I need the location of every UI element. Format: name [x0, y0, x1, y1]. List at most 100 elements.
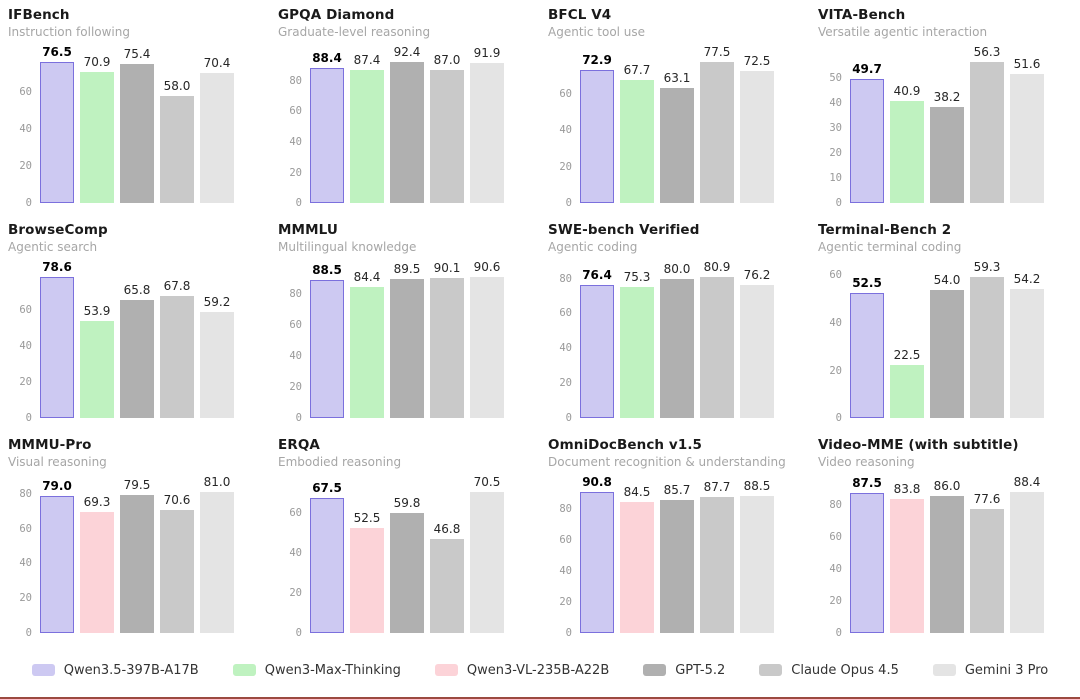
bar-gpt-5-2 [390, 513, 424, 633]
bar-gemini-3-pro [200, 492, 234, 633]
bar-gpt-5-2 [660, 499, 694, 633]
y-tick-label: 20 [289, 166, 302, 179]
bar-value-label: 52.5 [353, 511, 381, 525]
bottom-edge-strip [0, 697, 1080, 699]
bar-value-label: 72.5 [743, 54, 771, 69]
chart-subtitle: Visual reasoning [8, 455, 107, 469]
benchmark-chart-panel: VITA-Bench Versatile agentic interaction… [810, 0, 1080, 215]
legend-color-swatch [434, 664, 458, 676]
bar-claude-opus-4-5 [700, 276, 734, 418]
bar-value-label: 53.9 [83, 304, 111, 319]
bar-gpt-5-2 [390, 62, 424, 203]
bar-qwen3-5-397b-a17b [310, 280, 344, 418]
bar-gpt-5-2 [120, 64, 154, 203]
chart-title: OmniDocBench v1.5 [548, 437, 703, 453]
bar-value-label: 76.2 [743, 268, 771, 283]
bar-value-label: 88.5 [312, 263, 342, 278]
bar-value-label: 86.0 [933, 478, 961, 493]
bar-value-label: 78.6 [42, 260, 72, 274]
bar-value-label: 59.3 [973, 260, 1001, 275]
bar-gpt-5-2 [660, 88, 694, 203]
chart-subtitle: Graduate-level reasoning [278, 25, 431, 39]
bar-value-label: 88.5 [743, 478, 771, 493]
y-tick-label: 40 [829, 96, 842, 109]
y-tick-label: 0 [565, 627, 572, 639]
y-tick-label: 0 [835, 197, 842, 209]
y-tick-label: 0 [25, 412, 32, 424]
legend-label: Qwen3-Max-Thinking [264, 662, 401, 678]
chart-plot-area: 0 20 40 60 76.5 70.9 75.4 58.0 70.4 [8, 45, 266, 209]
y-tick-label: 80 [289, 74, 302, 87]
y-tick-label: 30 [829, 121, 842, 134]
bar-value-label: 83.8 [893, 482, 921, 497]
bar-claude-opus-4-5 [160, 96, 194, 203]
chart-title: IFBench [8, 7, 70, 23]
chart-plot-area: 0 20 40 60 72.9 67.7 63.1 77.5 72.5 [548, 45, 806, 209]
legend-item: Qwen3.5-397B-A17B [31, 663, 199, 678]
bar-value-label: 70.5 [473, 475, 501, 489]
bar-value-label: 87.0 [433, 53, 461, 68]
bar-value-label: 58.0 [163, 79, 191, 94]
bar-value-label: 54.0 [933, 272, 961, 287]
y-tick-label: 20 [289, 587, 302, 599]
legend-color-swatch [232, 664, 256, 676]
chart-subtitle: Multilingual knowledge [278, 240, 417, 254]
benchmark-chart-panel: MMMU-Pro Visual reasoning 0 20 40 60 80 79.0 6… [0, 430, 270, 645]
bar-value-label: 67.7 [623, 62, 651, 77]
chart-title: BrowseComp [8, 222, 108, 238]
legend-item: Qwen3-Max-Thinking [232, 662, 401, 678]
y-tick-label: 20 [829, 595, 842, 608]
bar-value-label: 51.6 [1013, 56, 1041, 71]
legend-label: Qwen3-VL-235B-A22B [466, 662, 610, 678]
y-tick-label: 40 [289, 135, 302, 148]
y-tick-label: 60 [559, 533, 572, 546]
y-tick-label: 40 [19, 340, 32, 353]
bar-gemini-3-pro [200, 73, 234, 203]
y-tick-label: 60 [289, 318, 302, 331]
charts-grid: IFBench Instruction following 0 20 40 60 76.… [0, 0, 1080, 645]
bar-value-label: 77.5 [703, 45, 731, 60]
y-tick-label: 60 [19, 86, 32, 99]
bar-gpt-5-2 [390, 278, 424, 418]
legend-item: Claude Opus 4.5 [759, 663, 899, 678]
bar-gemini-3-pro [470, 62, 504, 203]
bar-claude-opus-4-5 [970, 509, 1004, 633]
chart-title: MMMU-Pro [8, 437, 92, 453]
y-tick-label: 0 [565, 197, 572, 209]
bar-qwen3-5-397b-a17b [580, 70, 614, 203]
bar-qwen3-max-thinking [620, 286, 654, 418]
bar-value-label: 87.7 [703, 479, 731, 494]
y-tick-label: 40 [19, 557, 32, 570]
benchmark-chart-panel: OmniDocBench v1.5 Document recognition &… [540, 430, 810, 645]
bar-claude-opus-4-5 [970, 62, 1004, 203]
bar-qwen3-5-397b-a17b [40, 277, 74, 418]
bar-qwen3-5-397b-a17b [310, 68, 344, 203]
bar-qwen3-vl-235b-a22b [890, 499, 924, 633]
y-tick-label: 50 [829, 71, 842, 84]
bar-claude-opus-4-5 [700, 62, 734, 203]
chart-plot-area: 0 20 40 60 80 88.5 84.4 89.5 90.1 90.6 [278, 260, 536, 424]
bar-value-label: 79.0 [42, 478, 72, 493]
y-tick-label: 60 [19, 522, 32, 535]
chart-plot-area: 0 20 40 60 78.6 53.9 65.8 67.8 59.2 [8, 260, 266, 424]
legend-color-swatch [31, 664, 55, 676]
y-tick-label: 0 [295, 627, 302, 639]
chart-plot-area: 0 20 40 60 80 88.4 87.4 92.4 87.0 91.9 [278, 45, 536, 209]
bar-qwen3-5-397b-a17b [40, 495, 74, 633]
bar-value-label: 49.7 [852, 61, 882, 76]
bar-value-label: 85.7 [663, 482, 691, 497]
y-tick-label: 80 [559, 502, 572, 515]
chart-subtitle: Agentic coding [548, 240, 638, 254]
chart-title: MMMLU [278, 222, 338, 238]
bar-claude-opus-4-5 [430, 70, 464, 203]
y-tick-label: 40 [559, 124, 572, 137]
chart-subtitle: Agentic search [8, 240, 98, 254]
legend-label: Claude Opus 4.5 [791, 662, 899, 678]
bar-gemini-3-pro [470, 277, 504, 418]
bar-qwen3-5-397b-a17b [310, 498, 344, 633]
y-tick-label: 80 [829, 499, 842, 512]
bar-value-label: 76.5 [42, 45, 72, 60]
chart-subtitle: Video reasoning [818, 455, 915, 469]
bar-value-label: 91.9 [473, 45, 501, 60]
bar-gemini-3-pro [1010, 492, 1044, 633]
